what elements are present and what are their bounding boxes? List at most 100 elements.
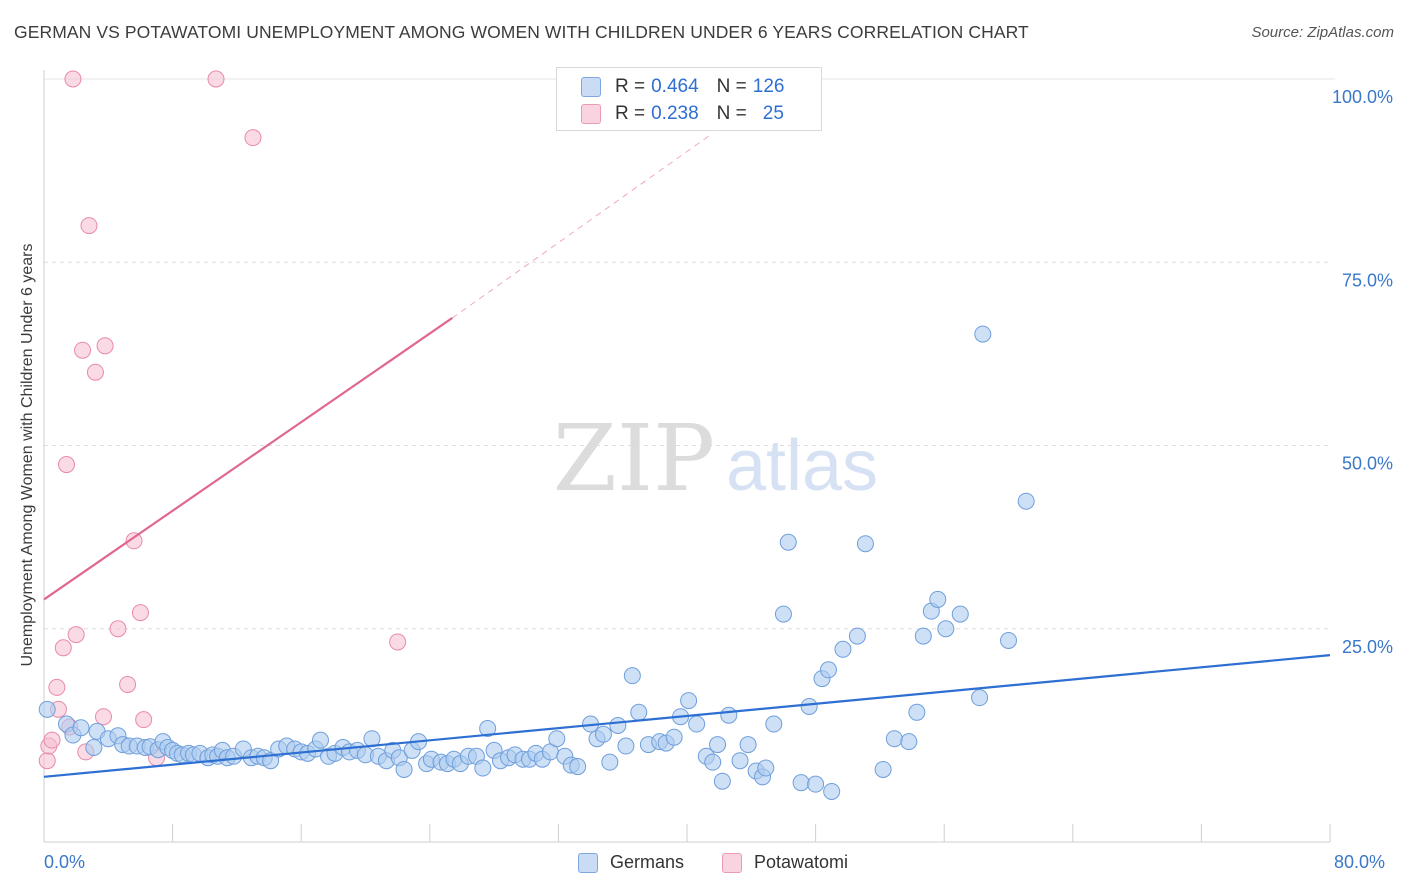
german-point — [720, 706, 738, 724]
watermark-zip: ZIP — [553, 405, 715, 512]
german-point — [792, 774, 810, 792]
potawatomi-point — [96, 337, 114, 355]
german-point — [479, 719, 497, 737]
watermark-atlas: atlas — [726, 426, 878, 506]
german-point — [974, 325, 992, 343]
german-point — [1000, 631, 1017, 649]
watermark: ZIP atlas — [553, 405, 878, 512]
german-point — [630, 703, 648, 721]
german-point — [765, 715, 783, 733]
potawatomi-point — [86, 363, 104, 381]
y-tick-label: 100.0% — [1332, 87, 1393, 107]
potawatomi-swatch — [581, 104, 601, 124]
german-point — [929, 590, 947, 608]
y-tick-label: 25.0% — [1342, 637, 1393, 657]
german-point — [609, 717, 627, 735]
grid-layer — [44, 78, 1335, 630]
chart-title: GERMAN VS POTAWATOMI UNEMPLOYMENT AMONG … — [14, 22, 1029, 42]
german-point — [774, 605, 792, 623]
german-point — [311, 731, 329, 749]
german-point — [594, 725, 612, 743]
german-point — [1017, 492, 1035, 510]
german-point — [713, 772, 731, 790]
potawatomi-point — [125, 532, 143, 550]
potawatomi-point — [58, 456, 76, 474]
potawatomi-point — [109, 620, 127, 638]
german-point — [709, 736, 727, 754]
german-point — [665, 728, 683, 746]
german-point — [569, 758, 587, 776]
r-value: 0.464 — [651, 76, 699, 97]
german-point — [617, 737, 635, 755]
potawatomi-point — [135, 711, 153, 729]
y-tick-label: 50.0% — [1342, 454, 1393, 474]
german-point — [680, 692, 698, 710]
potawatomi-point — [38, 752, 56, 770]
german-point — [951, 605, 969, 623]
y-tick-labels: 100.0% 75.0% 50.0% 25.0% — [1332, 87, 1393, 657]
potawatomi-trend-extension — [452, 132, 714, 319]
n-value: 126 — [752, 76, 785, 97]
german-point — [819, 661, 837, 679]
legend-item-germans[interactable]: Germans — [578, 852, 684, 873]
german-point — [739, 736, 757, 754]
german-point — [823, 782, 841, 800]
german-point — [474, 759, 492, 777]
r-label: R = — [615, 76, 646, 97]
german-point — [757, 759, 775, 777]
potawatomi-point — [207, 70, 225, 88]
german-points — [38, 325, 1035, 800]
german-point — [856, 535, 874, 553]
german-point — [800, 697, 818, 715]
potawatomi-point — [80, 217, 98, 235]
german-point — [908, 703, 926, 721]
potawatomi-point — [131, 604, 149, 622]
german-point — [937, 620, 955, 638]
german-point — [779, 533, 797, 551]
german-point — [807, 775, 825, 793]
potawatomi-points — [38, 70, 407, 770]
n-label: N = — [716, 103, 747, 124]
german-point — [623, 667, 641, 685]
germans-swatch — [581, 77, 601, 97]
german-point — [914, 627, 932, 645]
german-point — [848, 627, 866, 645]
potawatomi-point — [48, 678, 66, 696]
r-value: 0.238 — [651, 103, 699, 124]
trend-lines — [43, 132, 1331, 778]
x-tick-max: 80.0% — [1334, 852, 1386, 872]
source-label: Source: ZipAtlas.com — [1251, 24, 1394, 41]
german-point — [731, 752, 749, 770]
legend-germans-label: Germans — [610, 852, 685, 872]
german-point — [395, 760, 413, 778]
potawatomi-trend-line — [43, 317, 453, 601]
legend-item-potawatomi[interactable]: Potawatomi — [722, 852, 848, 873]
potawatomi-point — [54, 639, 72, 657]
stats-legend: R = 0.464 N = 126 R = 0.238 N = 25 — [556, 67, 822, 131]
german-point — [601, 753, 619, 771]
german-point — [900, 733, 918, 751]
n-label: N = — [716, 76, 747, 97]
potawatomi-point — [389, 633, 407, 651]
legend-potawatomi-label: Potawatomi — [754, 852, 849, 872]
german-point — [688, 715, 706, 733]
legend-row-potawatomi: R = 0.238 N = 25 — [581, 102, 784, 126]
potawatomi-point — [119, 675, 137, 693]
potawatomi-point — [94, 708, 112, 726]
x-tick-min: 0.0% — [44, 852, 86, 872]
german-point — [38, 700, 56, 718]
potawatomi-point — [64, 70, 82, 88]
german-point — [971, 689, 989, 707]
german-point — [874, 760, 892, 778]
y-tick-label: 75.0% — [1342, 270, 1393, 290]
german-point — [72, 719, 90, 737]
german-point — [834, 640, 852, 658]
series-legend: Germans Potawatomi — [0, 852, 1406, 876]
potawatomi-point — [74, 341, 92, 359]
potawatomi-point — [43, 731, 61, 749]
germans-trend-line — [43, 654, 1331, 778]
r-label: R = — [615, 103, 646, 124]
n-value: 25 — [762, 103, 784, 124]
potawatomi-swatch — [722, 852, 742, 873]
